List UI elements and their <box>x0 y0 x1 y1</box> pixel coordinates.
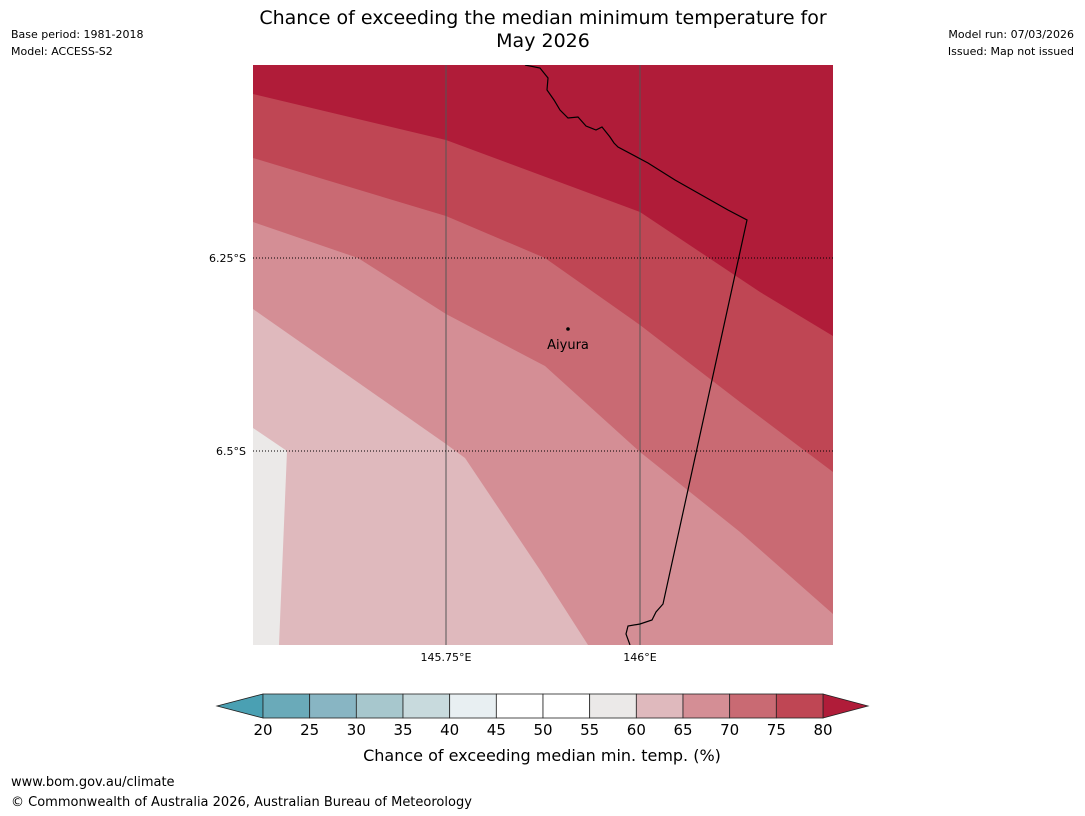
colorbar-bin-70-75 <box>729 693 777 719</box>
colorbar-tick-55: 55 <box>580 721 599 739</box>
metadata-right: Model run: 07/03/2026 Issued: Map not is… <box>948 26 1074 60</box>
band-60-65 <box>253 309 588 645</box>
colorbar-bin-35-40 <box>402 693 451 719</box>
lon-label-146: 146°E <box>623 651 656 664</box>
metadata-left: Base period: 1981-2018 Model: ACCESS-S2 <box>11 26 143 60</box>
place-label: Aiyura <box>547 338 589 353</box>
lat-label-6-25: 6.25°S <box>209 252 246 265</box>
colorbar-tick-20: 20 <box>253 721 272 739</box>
place-marker-dot <box>566 327 570 331</box>
colorbar-bin-60-65 <box>635 693 684 719</box>
model-text: Model: ACCESS-S2 <box>11 45 113 58</box>
colorbar-under-arrow <box>215 693 264 719</box>
colorbar-tick-70: 70 <box>720 721 739 739</box>
colorbar-tick-80: 80 <box>813 721 832 739</box>
colorbar-tick-60: 60 <box>627 721 646 739</box>
lat-label-6-5: 6.5°S <box>216 445 246 458</box>
colorbar-tick-25: 25 <box>300 721 319 739</box>
band-55-60 <box>253 428 287 645</box>
colorbar-bin-40-45 <box>449 693 497 719</box>
colorbar-tick-45: 45 <box>487 721 506 739</box>
colorbar-bin-55-60 <box>589 693 637 719</box>
colorbar-tick-30: 30 <box>347 721 366 739</box>
colorbar-tick-65: 65 <box>673 721 692 739</box>
colorbar: 20 25 30 35 40 45 50 55 60 65 70 75 80 <box>215 693 870 739</box>
colorbar-tick-75: 75 <box>767 721 786 739</box>
colorbar-over-arrow <box>822 693 870 719</box>
footer-copyright: © Commonwealth of Australia 2026, Austra… <box>11 795 472 810</box>
base-period-text: Base period: 1981-2018 <box>11 28 144 41</box>
colorbar-label: Chance of exceeding median min. temp. (%… <box>363 746 721 765</box>
colorbar-bin-50-55 <box>542 693 591 719</box>
lon-label-145-75: 145.75°E <box>421 651 472 664</box>
map-panel: Aiyura <box>253 65 833 645</box>
issued-text: Issued: Map not issued <box>947 45 1074 58</box>
colorbar-bin-20-25 <box>262 693 311 719</box>
map-title: Chance of exceeding the median minimum t… <box>193 7 893 53</box>
colorbar-bin-45-50 <box>495 693 544 719</box>
colorbar-bin-30-35 <box>355 693 404 719</box>
colorbar-tick-50: 50 <box>533 721 552 739</box>
title-line-1: Chance of exceeding the median minimum t… <box>259 7 827 29</box>
colorbar-tick-40: 40 <box>440 721 459 739</box>
title-line-2: May 2026 <box>496 30 590 52</box>
colorbar-bin-65-70 <box>682 693 731 719</box>
footer-url[interactable]: www.bom.gov.au/climate <box>11 775 175 790</box>
border-line <box>524 65 748 645</box>
colorbar-bin-75-80 <box>775 693 824 719</box>
colorbar-tick-35: 35 <box>393 721 412 739</box>
colorbar-bin-25-30 <box>309 693 357 719</box>
model-run-text: Model run: 07/03/2026 <box>948 28 1074 41</box>
